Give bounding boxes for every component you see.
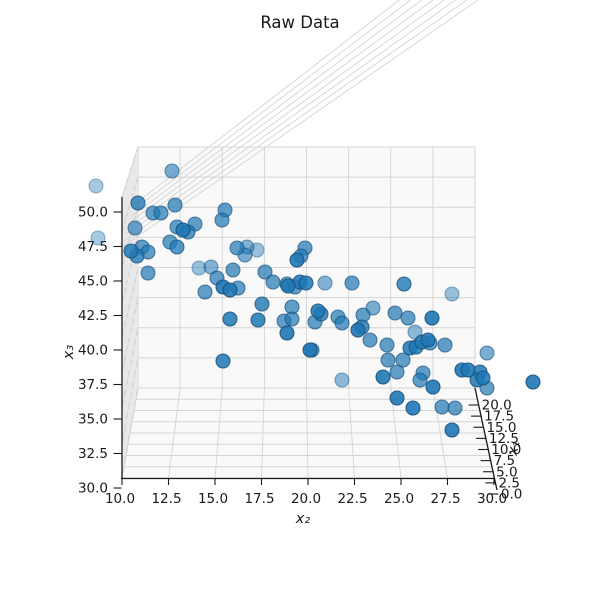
x1-tick-label: 10.0 [491,442,521,458]
data-point [222,282,238,298]
x2-tick-label: 27.5 [430,491,460,507]
x2-tick-label: 12.5 [151,491,181,507]
chart-title: Raw Data [260,13,339,32]
data-point [334,315,350,331]
x1-tick-label: 2.5 [498,475,519,491]
x1-axis-label: x₁ [505,439,524,458]
data-point [298,275,314,291]
data-point [412,372,428,388]
data-point [350,322,366,338]
data-point [225,262,241,278]
data-point [389,390,405,406]
data-point [310,303,326,319]
x3-tick-label: 40.0 [78,343,108,359]
x3-tick-label: 50.0 [78,205,108,221]
data-point [175,222,191,238]
data-point [90,230,106,246]
x1-tick-label: 15.0 [486,420,516,436]
data-point [284,311,300,327]
data-point [123,243,139,259]
data-point [222,311,238,327]
x3-tick-label: 32.5 [78,446,108,462]
axes-panes [121,146,495,479]
x2-tick-label: 22.5 [337,491,367,507]
data-point [479,345,495,361]
x3-tick-label: 37.5 [78,377,108,393]
data-point [317,275,333,291]
x3-tick-label: 30.0 [78,481,108,497]
data-point [395,352,411,368]
data-point [475,370,491,386]
x2-tick-label: 15.0 [198,491,228,507]
data-point [197,284,213,300]
x3-tick-label: 35.0 [78,412,108,428]
data-point [214,212,230,228]
scatter-points [88,163,541,438]
x3-axis-label: x₃ [61,345,77,361]
x1-tick-label: 17.5 [484,409,514,425]
data-point [424,310,440,326]
data-point [229,240,245,256]
data-point [164,163,180,179]
data-point [396,276,412,292]
data-point [167,197,183,213]
data-point [88,178,104,194]
x2-axis-label: x₂ [295,511,311,527]
data-point [280,278,296,294]
data-point [379,337,395,353]
data-point [380,352,396,368]
data-point [434,399,450,415]
data-point [389,364,405,380]
data-point [387,305,403,321]
data-point [130,195,146,211]
data-point [265,274,281,290]
x3-tick-label: 42.5 [78,308,108,324]
data-point [254,296,270,312]
data-point [437,337,453,353]
data-point [400,310,416,326]
data-point [425,379,441,395]
x1-tick-label: 5.0 [496,464,517,480]
data-point [279,325,295,341]
data-point [250,312,266,328]
x2-tick-label: 17.5 [244,491,274,507]
data-point [302,342,318,358]
data-point [215,353,231,369]
data-point [362,332,378,348]
data-point [153,205,169,221]
tick-marks-and-labels: 50.047.545.042.540.037.535.032.530.010.0… [78,205,522,508]
x1-tick-label: 0.0 [501,487,522,503]
data-point [127,220,143,236]
data-point [140,265,156,281]
data-point [344,275,360,291]
x2-tick-label: 30.0 [477,491,507,507]
data-point [444,286,460,302]
x1-tick-label: 20.0 [482,398,512,414]
data-point [525,374,541,390]
x1-tick-label: 7.5 [494,453,515,469]
data-point [169,239,185,255]
data-point [420,332,436,348]
data-point [405,400,421,416]
data-point [460,362,476,378]
data-point [444,422,460,438]
x2-tick-label: 20.0 [291,491,321,507]
data-point [447,400,463,416]
x3-tick-label: 47.5 [78,239,108,255]
data-point [334,372,350,388]
data-point [257,264,273,280]
x2-tick-label: 25.0 [384,491,414,507]
x2-tick-label: 10.0 [105,491,135,507]
data-point [289,252,305,268]
data-point [375,369,391,385]
x1-tick-label: 12.5 [489,431,519,447]
x3-tick-label: 45.0 [78,274,108,290]
